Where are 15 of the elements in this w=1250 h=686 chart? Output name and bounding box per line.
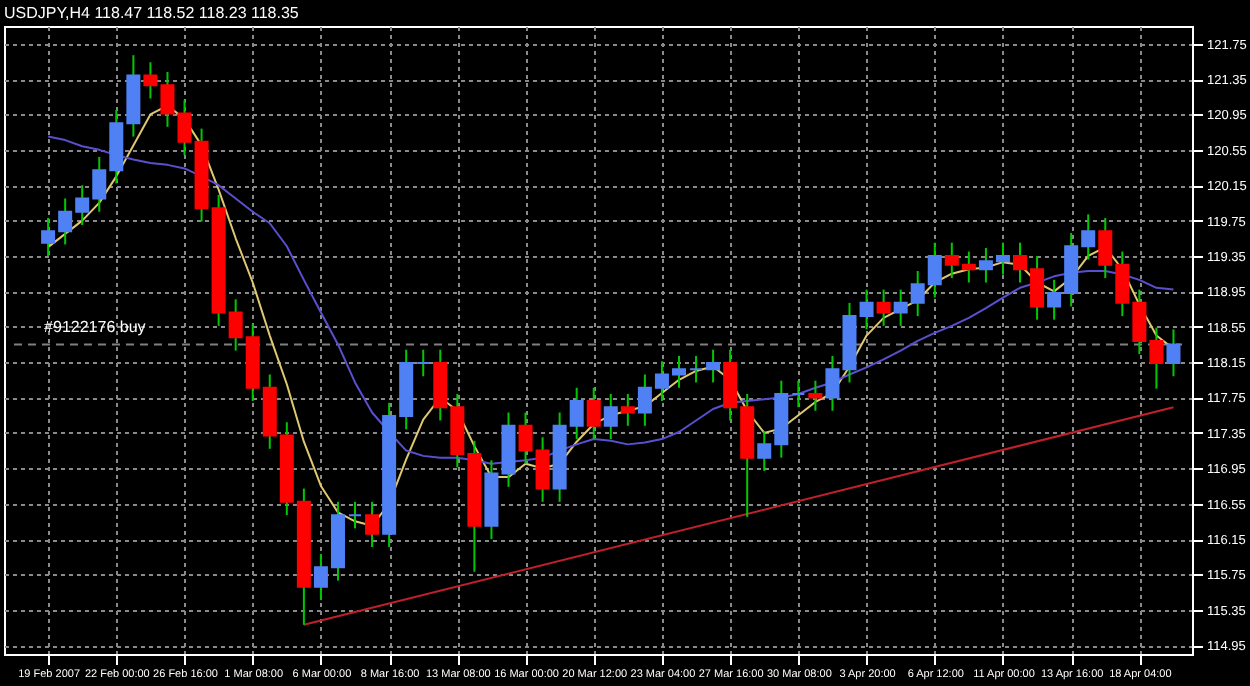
candlestick [706, 348, 721, 384]
ref-line-label: #9122176 buy [44, 318, 146, 337]
candlestick [876, 288, 891, 327]
candlestick [791, 379, 806, 409]
candlestick [365, 500, 380, 548]
candlestick [1166, 328, 1181, 378]
candlestick [586, 386, 601, 441]
candlestick [825, 354, 840, 412]
candlestick [689, 354, 704, 384]
candlestick [808, 379, 823, 412]
candlestick [603, 392, 618, 441]
candlestick [348, 500, 363, 530]
candlestick [416, 348, 431, 378]
chart-title: USDJPY,H4 118.47 118.52 118.23 118.35 [4, 4, 300, 22]
candlestick [620, 392, 635, 427]
